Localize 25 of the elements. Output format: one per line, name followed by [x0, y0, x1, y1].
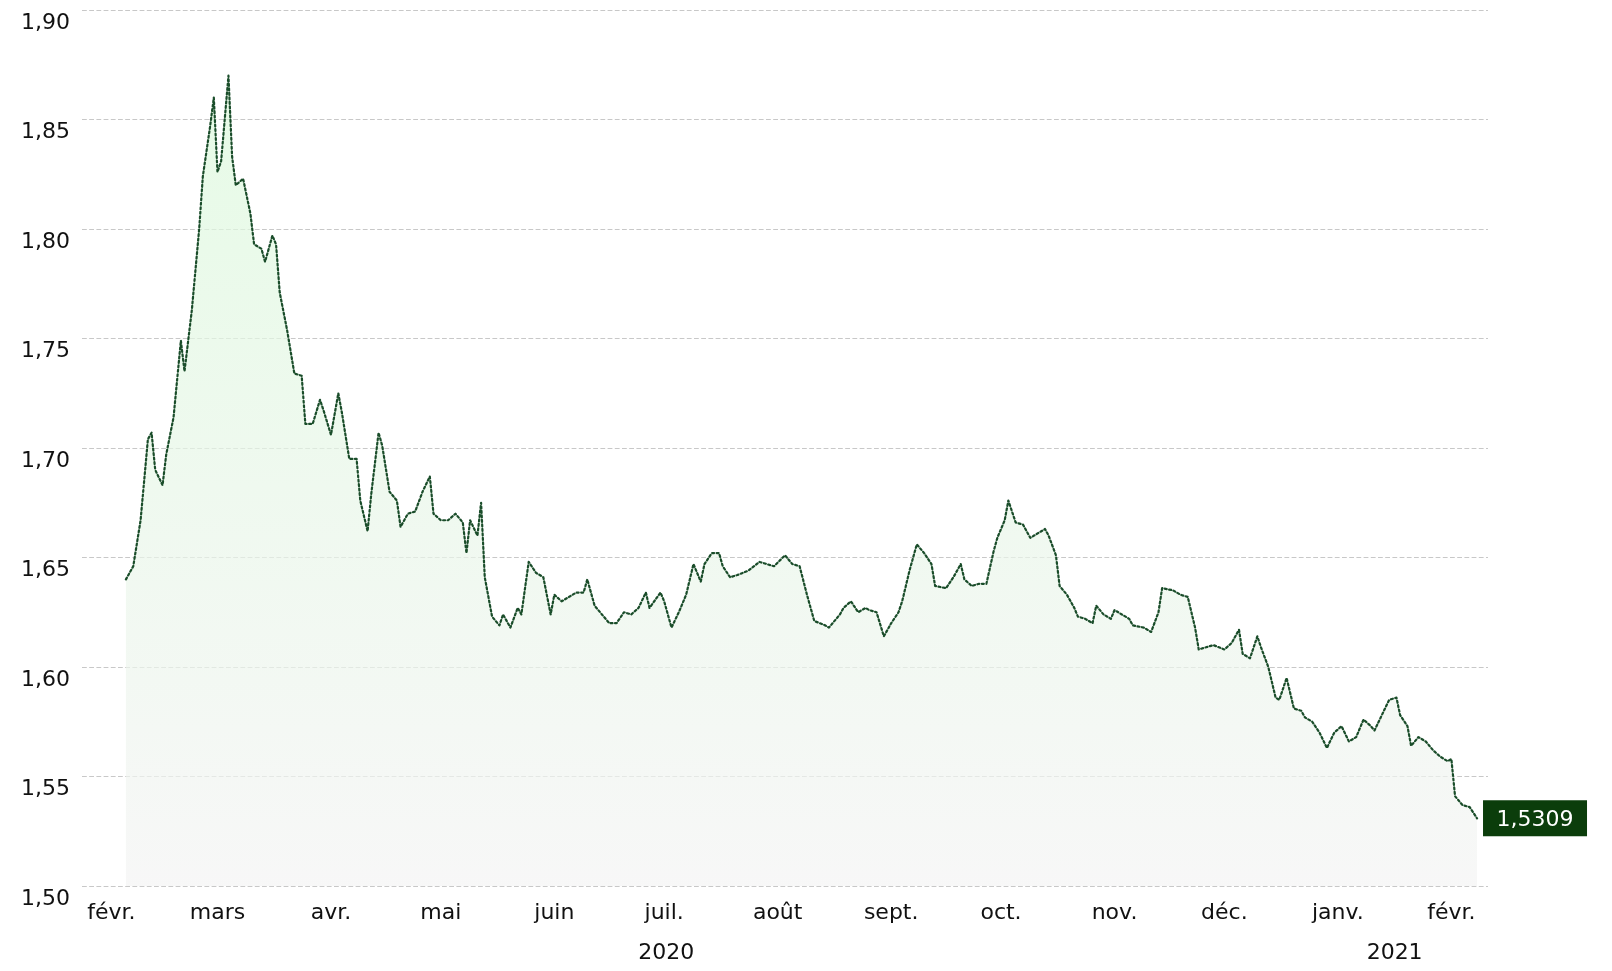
x-tick-label: févr. — [1427, 898, 1476, 924]
x-tick-label: mars — [189, 898, 246, 924]
y-tick-label: 1,55 — [21, 775, 70, 800]
text: 2020 — [638, 938, 695, 964]
x-tick-label: déc. — [1201, 898, 1248, 924]
y-tick-label: 1,60 — [21, 665, 70, 691]
y-tick-label: 1,70 — [21, 446, 70, 472]
x-tick-label: févr. — [87, 898, 136, 924]
x-tick-label: sept. — [863, 898, 919, 924]
x-tick-label: oct. — [980, 898, 1022, 924]
y-tick-label: 1,65 — [21, 556, 70, 581]
y-tick-label: 1,75 — [21, 337, 70, 362]
x-tick-label: août — [752, 898, 803, 924]
x-tick-label: mai — [420, 898, 462, 924]
x-tick-label: juil. — [643, 898, 684, 924]
y-tick-label: 1,80 — [21, 227, 70, 253]
text: 2021 — [1366, 938, 1423, 964]
x-tick-label: nov. — [1091, 898, 1138, 924]
x-tick-label: avr. — [310, 898, 352, 924]
y-tick-label: 1,90 — [21, 8, 70, 34]
y-tick-label: 1,85 — [21, 118, 70, 143]
annotation: 1,5309 — [1496, 805, 1574, 831]
x-tick-label: janv. — [1310, 898, 1364, 924]
y-tick-label: 1,50 — [21, 884, 70, 910]
x-tick-label: juin — [533, 898, 575, 924]
